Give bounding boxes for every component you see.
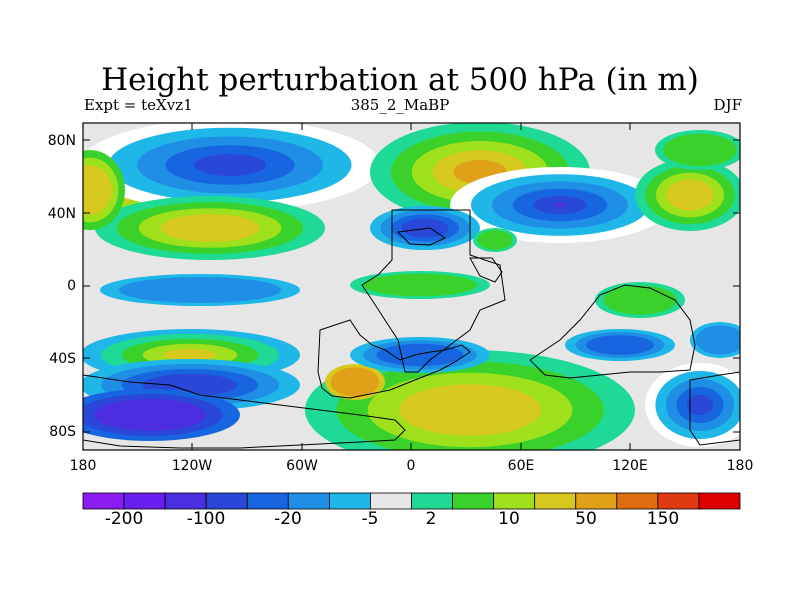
lat-label-80n: 80N <box>47 133 76 149</box>
axis-ticks <box>82 123 741 450</box>
anomaly-orange-core-level-1 <box>330 367 380 397</box>
colorbar-box-11 <box>534 492 577 510</box>
anomaly-south-pacific-high-level-4 <box>163 348 217 362</box>
colorbar-box-12 <box>575 492 618 510</box>
lat-label-40s: 40S <box>49 351 76 367</box>
colorbar-box-2 <box>164 492 207 510</box>
anomaly-east-low-level-1 <box>695 325 740 355</box>
lon-label-120w: 120W <box>171 458 213 474</box>
colorbar-label-minus5: -5 <box>361 509 379 529</box>
colorbar-label-150: 150 <box>646 509 680 529</box>
colorbar-box-5 <box>287 492 330 510</box>
colorbar-box-4 <box>246 492 289 510</box>
colorbar-box-7 <box>370 492 412 510</box>
lat-label-80s: 80S <box>49 424 76 440</box>
anomaly-south-atlantic-high-level-3 <box>399 384 541 436</box>
lon-label-180w: 180 <box>69 458 97 474</box>
colorbar-box-3 <box>205 492 248 510</box>
colorbar-box-13 <box>616 492 659 510</box>
colorbar-label-minus100: -100 <box>186 509 226 529</box>
colorbar-box-6 <box>328 492 371 510</box>
period-label: 385_2_MaBP <box>350 96 450 114</box>
colorbar-label-minus200: -200 <box>104 509 144 529</box>
anomaly-tropical-pacific-level-1 <box>119 277 281 303</box>
anomaly-arctic-east-level-1 <box>663 133 737 167</box>
lat-label-40n: 40N <box>47 206 76 222</box>
lon-label-180e: 180 <box>726 458 754 474</box>
anomaly-africa-green-level-1 <box>363 273 477 297</box>
colorbar-box-8 <box>411 492 453 510</box>
anomaly-arabia-high-level-1 <box>477 230 513 250</box>
anomaly-pacific-edge-level-2 <box>83 165 112 215</box>
coast-africa <box>361 209 506 373</box>
map-title: Height perturbation at 500 hPa (in m) <box>101 62 699 98</box>
anomaly-npacific-high-level-3 <box>666 179 714 211</box>
colorbar <box>82 492 741 510</box>
anomaly-indian-ocean-low-level-2 <box>585 335 655 355</box>
colorbar-label-2: 2 <box>425 509 437 529</box>
colorbar-box-1 <box>123 492 166 510</box>
anomaly-south-atlantic-low-level-2 <box>376 343 464 367</box>
coast-australia <box>529 284 696 379</box>
lat-label-eq: 0 <box>67 278 76 294</box>
anomaly-asia-low-level-5 <box>554 203 566 207</box>
height-field <box>83 123 740 450</box>
lon-label-0: 0 <box>406 458 416 474</box>
anomaly-na-low-level-4 <box>194 154 266 176</box>
coast-south-america <box>317 319 471 399</box>
coast-europe <box>396 227 447 246</box>
colorbar-box-9 <box>452 492 495 510</box>
experiment-label: Expt = teXvz1 <box>84 96 193 114</box>
coast-antarctica-east <box>689 371 740 446</box>
season-label: DJF <box>713 96 742 114</box>
anomaly-tasman-low-level-4 <box>686 394 714 416</box>
anomaly-mediterranean-low-level-3 <box>401 218 449 238</box>
lon-label-60w: 60W <box>286 458 318 474</box>
anomaly-southern-ocean-low-level-2 <box>94 398 206 432</box>
colorbar-box-14 <box>657 492 700 510</box>
coastlines <box>83 209 740 449</box>
anomaly-na-high-level-3 <box>160 214 260 242</box>
colorbar-label-10: 10 <box>498 509 520 529</box>
coast-antarctica-west <box>83 374 406 449</box>
lon-label-60e: 60E <box>507 458 535 474</box>
anomaly-australia-green-level-1 <box>603 285 677 315</box>
colorbar-box-10 <box>493 492 536 510</box>
colorbar-label-50: 50 <box>575 509 597 529</box>
colorbar-box-15 <box>698 492 741 510</box>
lon-label-120e: 120E <box>612 458 648 474</box>
colorbar-label-minus20: -20 <box>274 509 302 529</box>
colorbar-box-0 <box>82 492 125 510</box>
coast-arabia <box>469 257 503 283</box>
